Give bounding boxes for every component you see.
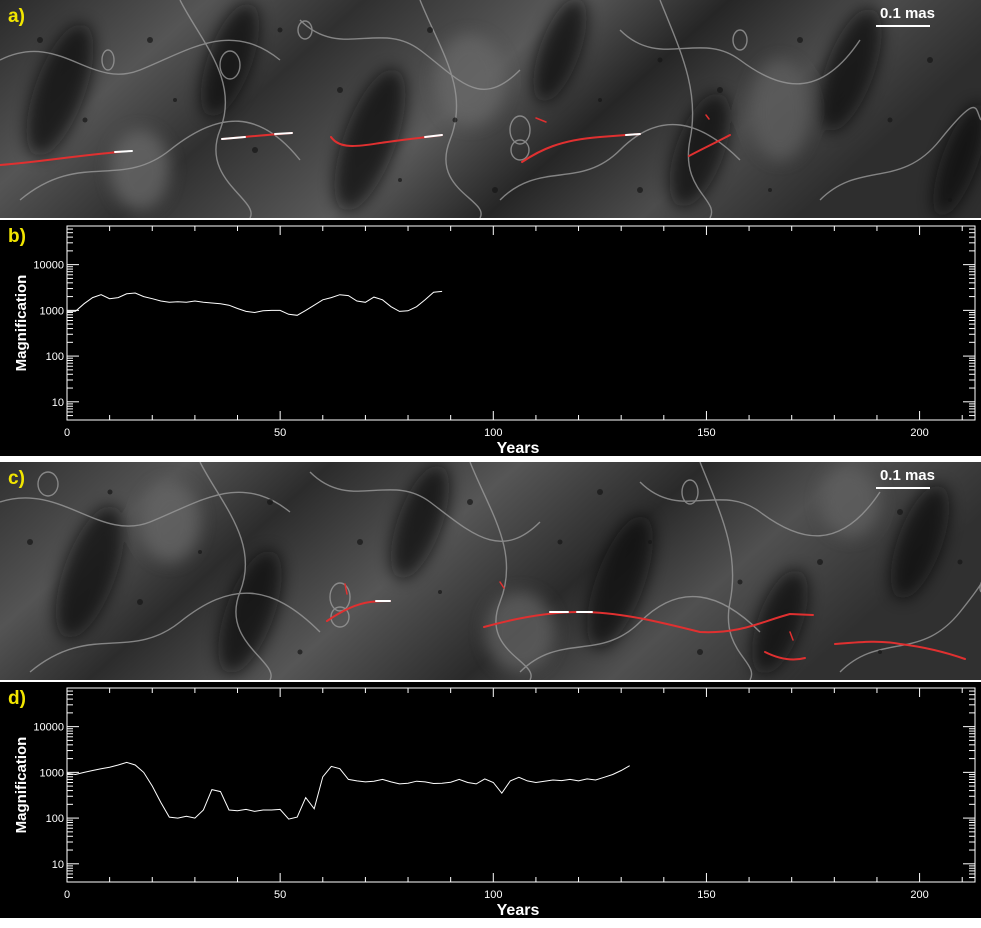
- y-tick-label: 1000: [40, 767, 64, 779]
- x-tick-label: 0: [64, 889, 70, 901]
- caustic-map-a: [0, 0, 981, 218]
- panel-label-c: c): [8, 468, 25, 489]
- panel-label-b: b): [8, 226, 26, 247]
- panel-label-a: a): [8, 6, 25, 27]
- x-tick-label: 150: [697, 427, 715, 439]
- y-tick-label: 100: [46, 351, 64, 363]
- source-track: [705, 114, 710, 120]
- source-track: [483, 610, 814, 634]
- source-track: [834, 640, 966, 660]
- source-track-highlight: [221, 132, 293, 140]
- x-tick-label: 200: [910, 427, 928, 439]
- y-tick-label: 10: [52, 397, 64, 409]
- magnification-chart-panel-b: b) 10 100 1000 10000 0 50 100 150 200 Years Magnif…: [0, 220, 981, 456]
- y-axis-label: Magnification: [13, 737, 30, 834]
- x-axis-label: Years: [497, 440, 540, 456]
- source-track: [344, 583, 348, 595]
- panel-label-d: d): [8, 688, 26, 709]
- source-track: [789, 631, 794, 641]
- magnification-chart-panel-d: d) 10 100 1000 10000 0 50 100 150 200 Years Magnif…: [0, 682, 981, 918]
- x-tick-label: 200: [910, 889, 928, 901]
- x-tick-label: 50: [274, 889, 286, 901]
- plot-frame: [66, 687, 976, 883]
- source-track: [0, 151, 121, 166]
- x-tick-label: 100: [484, 427, 502, 439]
- y-tick-label: 10000: [33, 722, 64, 734]
- magnification-chart-d: 10 100 1000 10000 0 50 100 150 200 Years Magnifica…: [13, 687, 976, 918]
- source-track: [535, 117, 547, 123]
- caustic-map-c: [0, 462, 981, 680]
- source-track-highlight: [424, 134, 443, 138]
- source-track: [499, 581, 505, 589]
- x-tick-label: 0: [64, 427, 70, 439]
- x-tick-label: 100: [484, 889, 502, 901]
- source-track: [688, 134, 731, 157]
- x-axis-label: Years: [497, 902, 540, 918]
- source-track-highlight: [114, 150, 133, 153]
- y-axis-label: Magnification: [13, 275, 30, 372]
- y-tick-label: 100: [46, 813, 64, 825]
- caustic-map-panel-a: a) 0.1 mas: [0, 0, 981, 218]
- y-tick-label: 1000: [40, 305, 64, 317]
- magnification-chart-b: 10 100 1000 10000 0 50 100 150 200 Years Magnifica…: [13, 225, 976, 456]
- x-tick-label: 150: [697, 889, 715, 901]
- magnification-curve: [66, 761, 630, 820]
- y-tick-label: 10: [52, 859, 64, 871]
- source-track: [764, 651, 806, 661]
- y-tick-label: 10000: [33, 260, 64, 272]
- caustic-map-panel-c: c) 0.1 mas: [0, 462, 981, 680]
- source-track: [330, 134, 443, 147]
- magnification-curve: [66, 290, 443, 316]
- x-tick-label: 50: [274, 427, 286, 439]
- scale-bar-label: 0.1 mas: [879, 5, 935, 22]
- plot-frame: [66, 225, 976, 421]
- scale-bar-label: 0.1 mas: [879, 467, 935, 484]
- source-track-highlight: [625, 133, 641, 136]
